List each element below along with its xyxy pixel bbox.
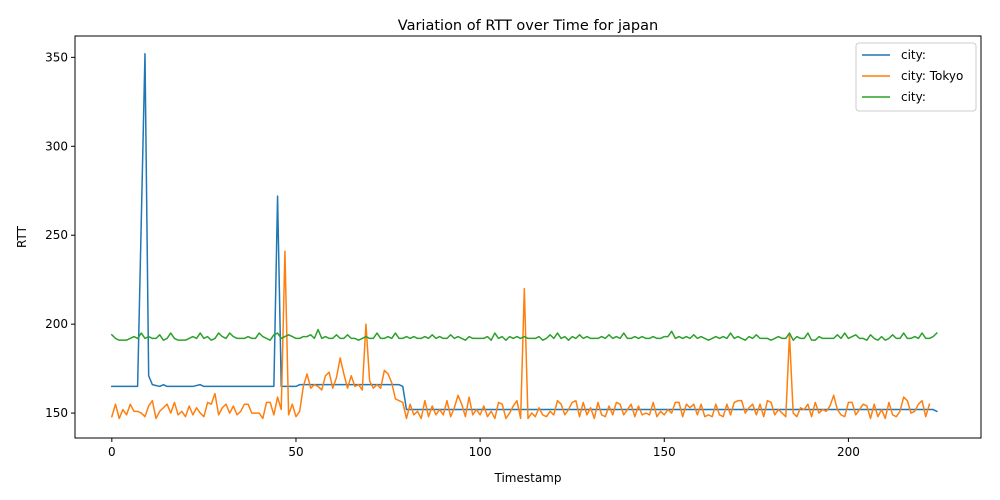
series-line-2 <box>110 250 931 420</box>
series-layer <box>110 53 938 420</box>
chart-title: Variation of RTT over Time for japan <box>398 18 658 34</box>
y-axis: 150 200 250 300 350 <box>45 50 75 420</box>
x-tick-label: 50 <box>288 445 303 459</box>
y-tick-label: 150 <box>45 406 68 420</box>
series-line-1 <box>111 53 938 413</box>
y-axis-label: RTT <box>15 225 29 248</box>
x-tick-label: 100 <box>469 445 492 459</box>
y-tick-label: 300 <box>45 139 68 153</box>
x-axis-label: Timestamp <box>494 471 562 485</box>
legend: city: city: Tokyo city: <box>855 42 977 112</box>
legend-label-2: city: Tokyo <box>901 69 963 83</box>
x-tick-label: 150 <box>653 445 676 459</box>
y-tick-label: 350 <box>45 50 68 64</box>
x-axis: 0 50 100 150 200 <box>108 438 860 459</box>
y-tick-label: 250 <box>45 228 68 242</box>
legend-label-1: city: <box>901 48 926 62</box>
series-line-3 <box>110 328 938 341</box>
legend-label-3: city: <box>901 90 926 104</box>
x-tick-label: 200 <box>837 445 860 459</box>
y-tick-label: 200 <box>45 317 68 331</box>
plot-frame <box>74 35 982 439</box>
legend-box <box>855 42 977 112</box>
x-tick-label: 0 <box>108 445 116 459</box>
